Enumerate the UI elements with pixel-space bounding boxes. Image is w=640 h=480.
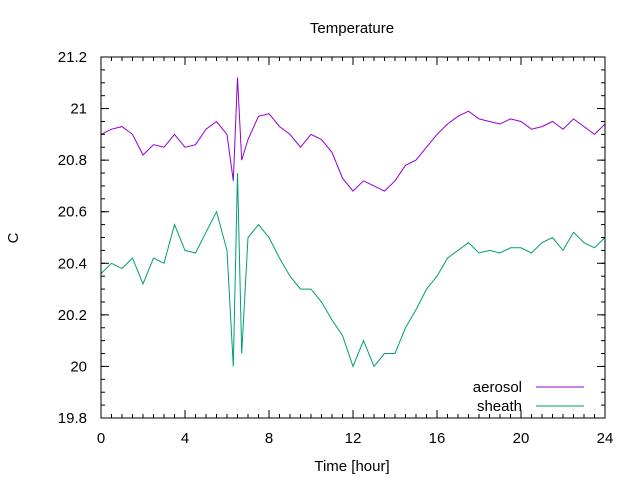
x-tick-label: 16 (429, 430, 446, 447)
series-line-sheath (100, 172, 606, 368)
x-tick-label: 24 (597, 430, 614, 447)
plot-series (100, 77, 606, 368)
x-tick-label: 8 (265, 430, 273, 447)
legend: aerosol sheath (473, 379, 584, 415)
y-tick-label: 20.6 (58, 204, 87, 221)
x-tick-label: 4 (181, 430, 189, 447)
series-line-aerosol (100, 77, 606, 192)
x-tick-label: 12 (345, 430, 362, 447)
y-tick-label: 20.4 (58, 255, 87, 272)
y-tick-label: 21 (70, 101, 87, 118)
plot-frame (100, 56, 606, 419)
y-tick-label: 19.8 (58, 410, 87, 427)
y-tick-label: 20.2 (58, 307, 87, 324)
legend-label-aerosol: aerosol (473, 379, 522, 396)
chart-title: Temperature (310, 20, 394, 37)
axes: 0 4 8 12 16 20 24 19.8 20 20.2 20.4 20.6 20.8 21 21.2 (58, 49, 614, 447)
y-tick-label: 20 (70, 358, 87, 375)
legend-label-sheath: sheath (477, 398, 522, 415)
y-tick-label: 21.2 (58, 49, 87, 66)
x-tick-label: 20 (513, 430, 530, 447)
y-tick-label: 20.8 (58, 152, 87, 169)
x-axis-label: Time [hour] (314, 458, 389, 475)
y-axis-label: C (5, 232, 22, 243)
x-tick-label: 0 (97, 430, 105, 447)
